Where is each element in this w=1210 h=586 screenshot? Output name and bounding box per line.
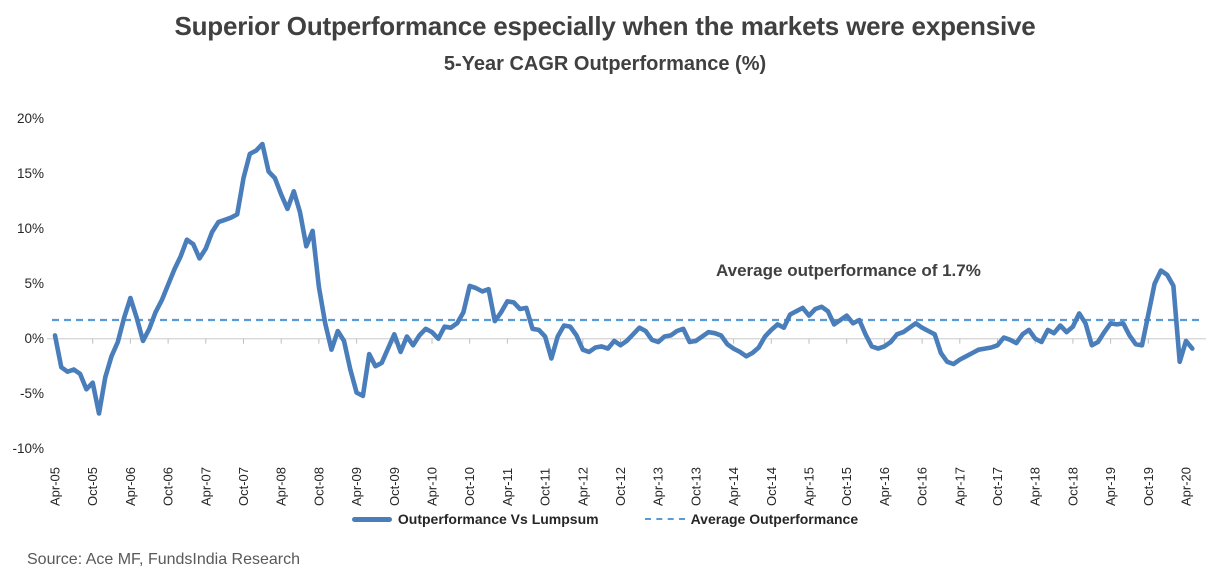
- x-axis-label: Apr-06: [123, 467, 138, 506]
- x-axis-label: Oct-17: [990, 467, 1005, 506]
- x-axis-label: Oct-16: [915, 467, 930, 506]
- x-axis-label: Oct-08: [311, 467, 326, 506]
- chart-title: Superior Outperformance especially when …: [174, 11, 1036, 41]
- average-annotation: Average outperformance of 1.7%: [716, 261, 981, 280]
- legend-item-average: Average Outperformance: [644, 511, 859, 527]
- y-axis-label: 15%: [17, 166, 44, 181]
- chart-subtitle: 5-Year CAGR Outperformance (%): [443, 53, 767, 75]
- legend-label-average: Average Outperformance: [690, 511, 859, 527]
- x-axis-label: Apr-07: [198, 467, 213, 506]
- x-axis-label: Apr-08: [274, 467, 289, 506]
- x-axis-label: Oct-09: [387, 467, 402, 506]
- x-axis-label: Oct-07: [236, 467, 251, 506]
- y-axis-label: -10%: [12, 441, 44, 456]
- x-axis-label: Oct-15: [839, 467, 854, 506]
- solid-line-swatch-icon: [351, 516, 392, 522]
- x-axis-label: Oct-11: [538, 468, 553, 506]
- y-axis-label: 0%: [24, 331, 44, 346]
- x-axis-label: Apr-12: [575, 467, 590, 506]
- x-axis-label: Apr-20: [1179, 467, 1194, 506]
- x-axis-label: Oct-18: [1065, 467, 1080, 506]
- x-axis-label: Apr-19: [1103, 467, 1118, 506]
- x-axis-label: Apr-10: [425, 467, 440, 506]
- x-axis-label: Apr-05: [48, 467, 63, 506]
- y-axis-label: 5%: [24, 276, 44, 291]
- x-axis-label: Oct-05: [85, 467, 100, 506]
- x-axis-label: Apr-18: [1028, 467, 1043, 506]
- x-axis-label: Apr-11: [500, 468, 515, 506]
- x-axis-label: Oct-19: [1141, 467, 1156, 506]
- x-axis-label: Oct-06: [161, 467, 176, 506]
- x-axis-label: Oct-14: [764, 467, 779, 506]
- chart-legend: Outperformance Vs Lumpsum Average Outper…: [0, 511, 1210, 527]
- x-axis-label: Apr-09: [349, 467, 364, 506]
- dashed-line-swatch-icon: [644, 518, 685, 520]
- x-axis-label: Apr-14: [726, 467, 741, 506]
- x-axis-label: Apr-13: [651, 467, 666, 506]
- y-axis-label: 10%: [17, 221, 44, 236]
- outperformance-vs-lumpsum-line: [52, 141, 1195, 416]
- y-axis-label: -5%: [20, 386, 44, 401]
- x-axis-label: Apr-16: [877, 467, 892, 506]
- legend-label-outperformance: Outperformance Vs Lumpsum: [397, 511, 599, 527]
- source-note: Source: Ace MF, FundsIndia Research: [27, 551, 301, 568]
- x-axis-label: Oct-13: [688, 467, 703, 506]
- legend-item-outperformance: Outperformance Vs Lumpsum: [351, 511, 599, 527]
- x-axis-label: Apr-17: [952, 467, 967, 506]
- y-axis-label: 20%: [17, 111, 44, 126]
- x-axis-label: Oct-10: [462, 467, 477, 506]
- x-axis-label: Oct-12: [613, 467, 628, 506]
- x-axis-label: Apr-15: [802, 467, 817, 506]
